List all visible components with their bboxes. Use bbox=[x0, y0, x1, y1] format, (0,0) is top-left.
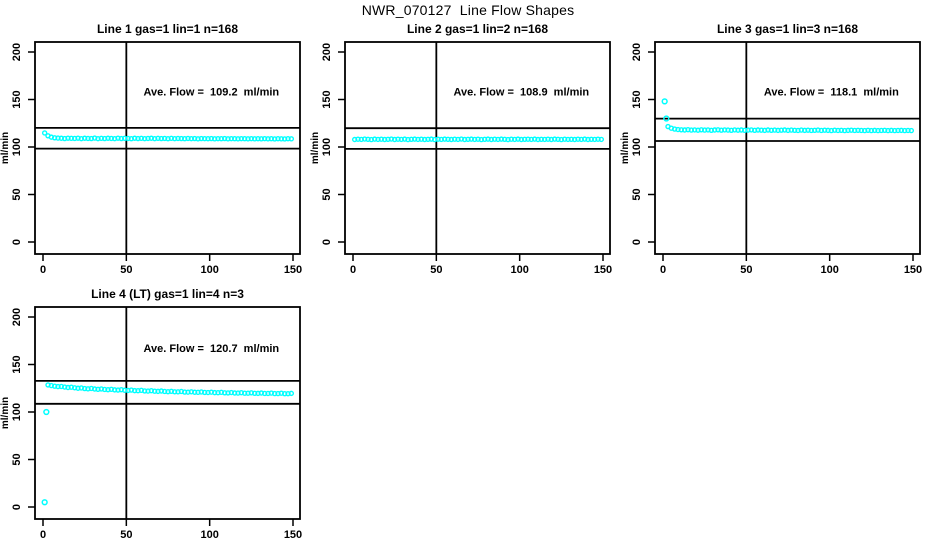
average-flow-annotation: Ave. Flow = 108.9 ml/min bbox=[454, 87, 590, 99]
data-point bbox=[288, 390, 295, 397]
flow-panel-line-3: Line 3 gas=1 lin=3 n=168 0 50 100 150 200 0 50 1… bbox=[620, 22, 922, 276]
y-tick-label: 50 bbox=[321, 188, 333, 200]
outlier-data-point bbox=[41, 499, 48, 506]
data-points bbox=[41, 130, 295, 142]
panel-title: Line 4 (LT) gas=1 lin=4 n=3 bbox=[91, 287, 244, 301]
y-axis-label: ml/min bbox=[310, 132, 321, 164]
x-tick-label: 0 bbox=[350, 264, 356, 276]
figure-title: NWR_070127 Line Flow Shapes bbox=[361, 2, 575, 18]
data-points bbox=[41, 382, 295, 506]
x-tick-label: 0 bbox=[40, 529, 46, 540]
y-tick-label: 100 bbox=[321, 138, 333, 156]
flow-panel-line-4: Line 4 (LT) gas=1 lin=4 n=3 0 50 100 150 200 0… bbox=[0, 287, 302, 540]
y-tick-label: 200 bbox=[321, 43, 333, 61]
y-tick-label: 200 bbox=[631, 43, 643, 61]
data-point bbox=[288, 136, 295, 142]
plot-box bbox=[34, 306, 301, 520]
y-tick-label: 50 bbox=[11, 188, 23, 200]
x-tick-label: 150 bbox=[284, 264, 302, 276]
x-tick-label: 100 bbox=[820, 264, 838, 276]
y-tick-label: 200 bbox=[11, 43, 23, 61]
x-tick-label: 100 bbox=[510, 264, 528, 276]
outlier-data-point bbox=[663, 115, 670, 122]
y-tick-label: 0 bbox=[631, 239, 643, 245]
x-tick-label: 50 bbox=[740, 264, 752, 276]
y-tick-label: 200 bbox=[11, 308, 23, 326]
panel-title: Line 3 gas=1 lin=3 n=168 bbox=[717, 22, 858, 36]
y-axis-label: ml/min bbox=[0, 132, 11, 164]
y-axis-label: ml/min bbox=[620, 132, 631, 164]
y-tick-label: 100 bbox=[11, 138, 23, 156]
y-tick-label: 100 bbox=[11, 403, 23, 421]
panel-title: Line 2 gas=1 lin=2 n=168 bbox=[407, 22, 548, 36]
x-tick-label: 0 bbox=[660, 264, 666, 276]
average-flow-annotation: Ave. Flow = 118.1 ml/min bbox=[764, 87, 899, 99]
plot-box bbox=[654, 41, 921, 255]
x-tick-label: 0 bbox=[40, 264, 46, 276]
y-tick-label: 150 bbox=[631, 90, 643, 108]
data-point bbox=[598, 136, 605, 143]
y-tick-label: 150 bbox=[11, 90, 23, 108]
y-tick-label: 0 bbox=[11, 239, 23, 245]
average-flow-annotation: Ave. Flow = 109.2 ml/min bbox=[144, 87, 280, 99]
data-points bbox=[351, 136, 605, 143]
y-tick-label: 150 bbox=[11, 355, 23, 373]
panel-title: Line 1 gas=1 lin=1 n=168 bbox=[97, 22, 238, 36]
plot-box bbox=[34, 41, 301, 255]
outlier-data-point bbox=[43, 408, 50, 416]
x-tick-label: 150 bbox=[594, 264, 612, 276]
x-tick-label: 100 bbox=[200, 264, 218, 276]
y-tick-label: 0 bbox=[321, 239, 333, 245]
data-point bbox=[908, 127, 915, 134]
data-point bbox=[41, 130, 48, 136]
x-tick-label: 50 bbox=[120, 264, 132, 276]
y-tick-label: 0 bbox=[11, 504, 23, 510]
y-tick-label: 150 bbox=[321, 90, 333, 108]
y-tick-label: 100 bbox=[631, 138, 643, 156]
outlier-data-point bbox=[661, 98, 668, 105]
x-tick-label: 50 bbox=[120, 529, 132, 540]
y-tick-label: 50 bbox=[631, 188, 643, 200]
data-points bbox=[661, 98, 915, 134]
x-tick-label: 150 bbox=[284, 529, 302, 540]
average-flow-annotation: Ave. Flow = 120.7 ml/min bbox=[144, 343, 280, 355]
flow-panel-line-1: Line 1 gas=1 lin=1 n=168 0 50 100 150 200 0 50 1… bbox=[0, 22, 302, 276]
x-tick-label: 100 bbox=[200, 529, 218, 540]
y-axis-label: ml/min bbox=[0, 397, 11, 429]
plot-box bbox=[344, 41, 611, 255]
x-tick-label: 150 bbox=[904, 264, 922, 276]
flow-panel-line-2: Line 2 gas=1 lin=2 n=168 0 50 100 150 200 0 50 1… bbox=[310, 22, 612, 276]
x-tick-label: 50 bbox=[430, 264, 442, 276]
y-tick-label: 50 bbox=[11, 453, 23, 465]
